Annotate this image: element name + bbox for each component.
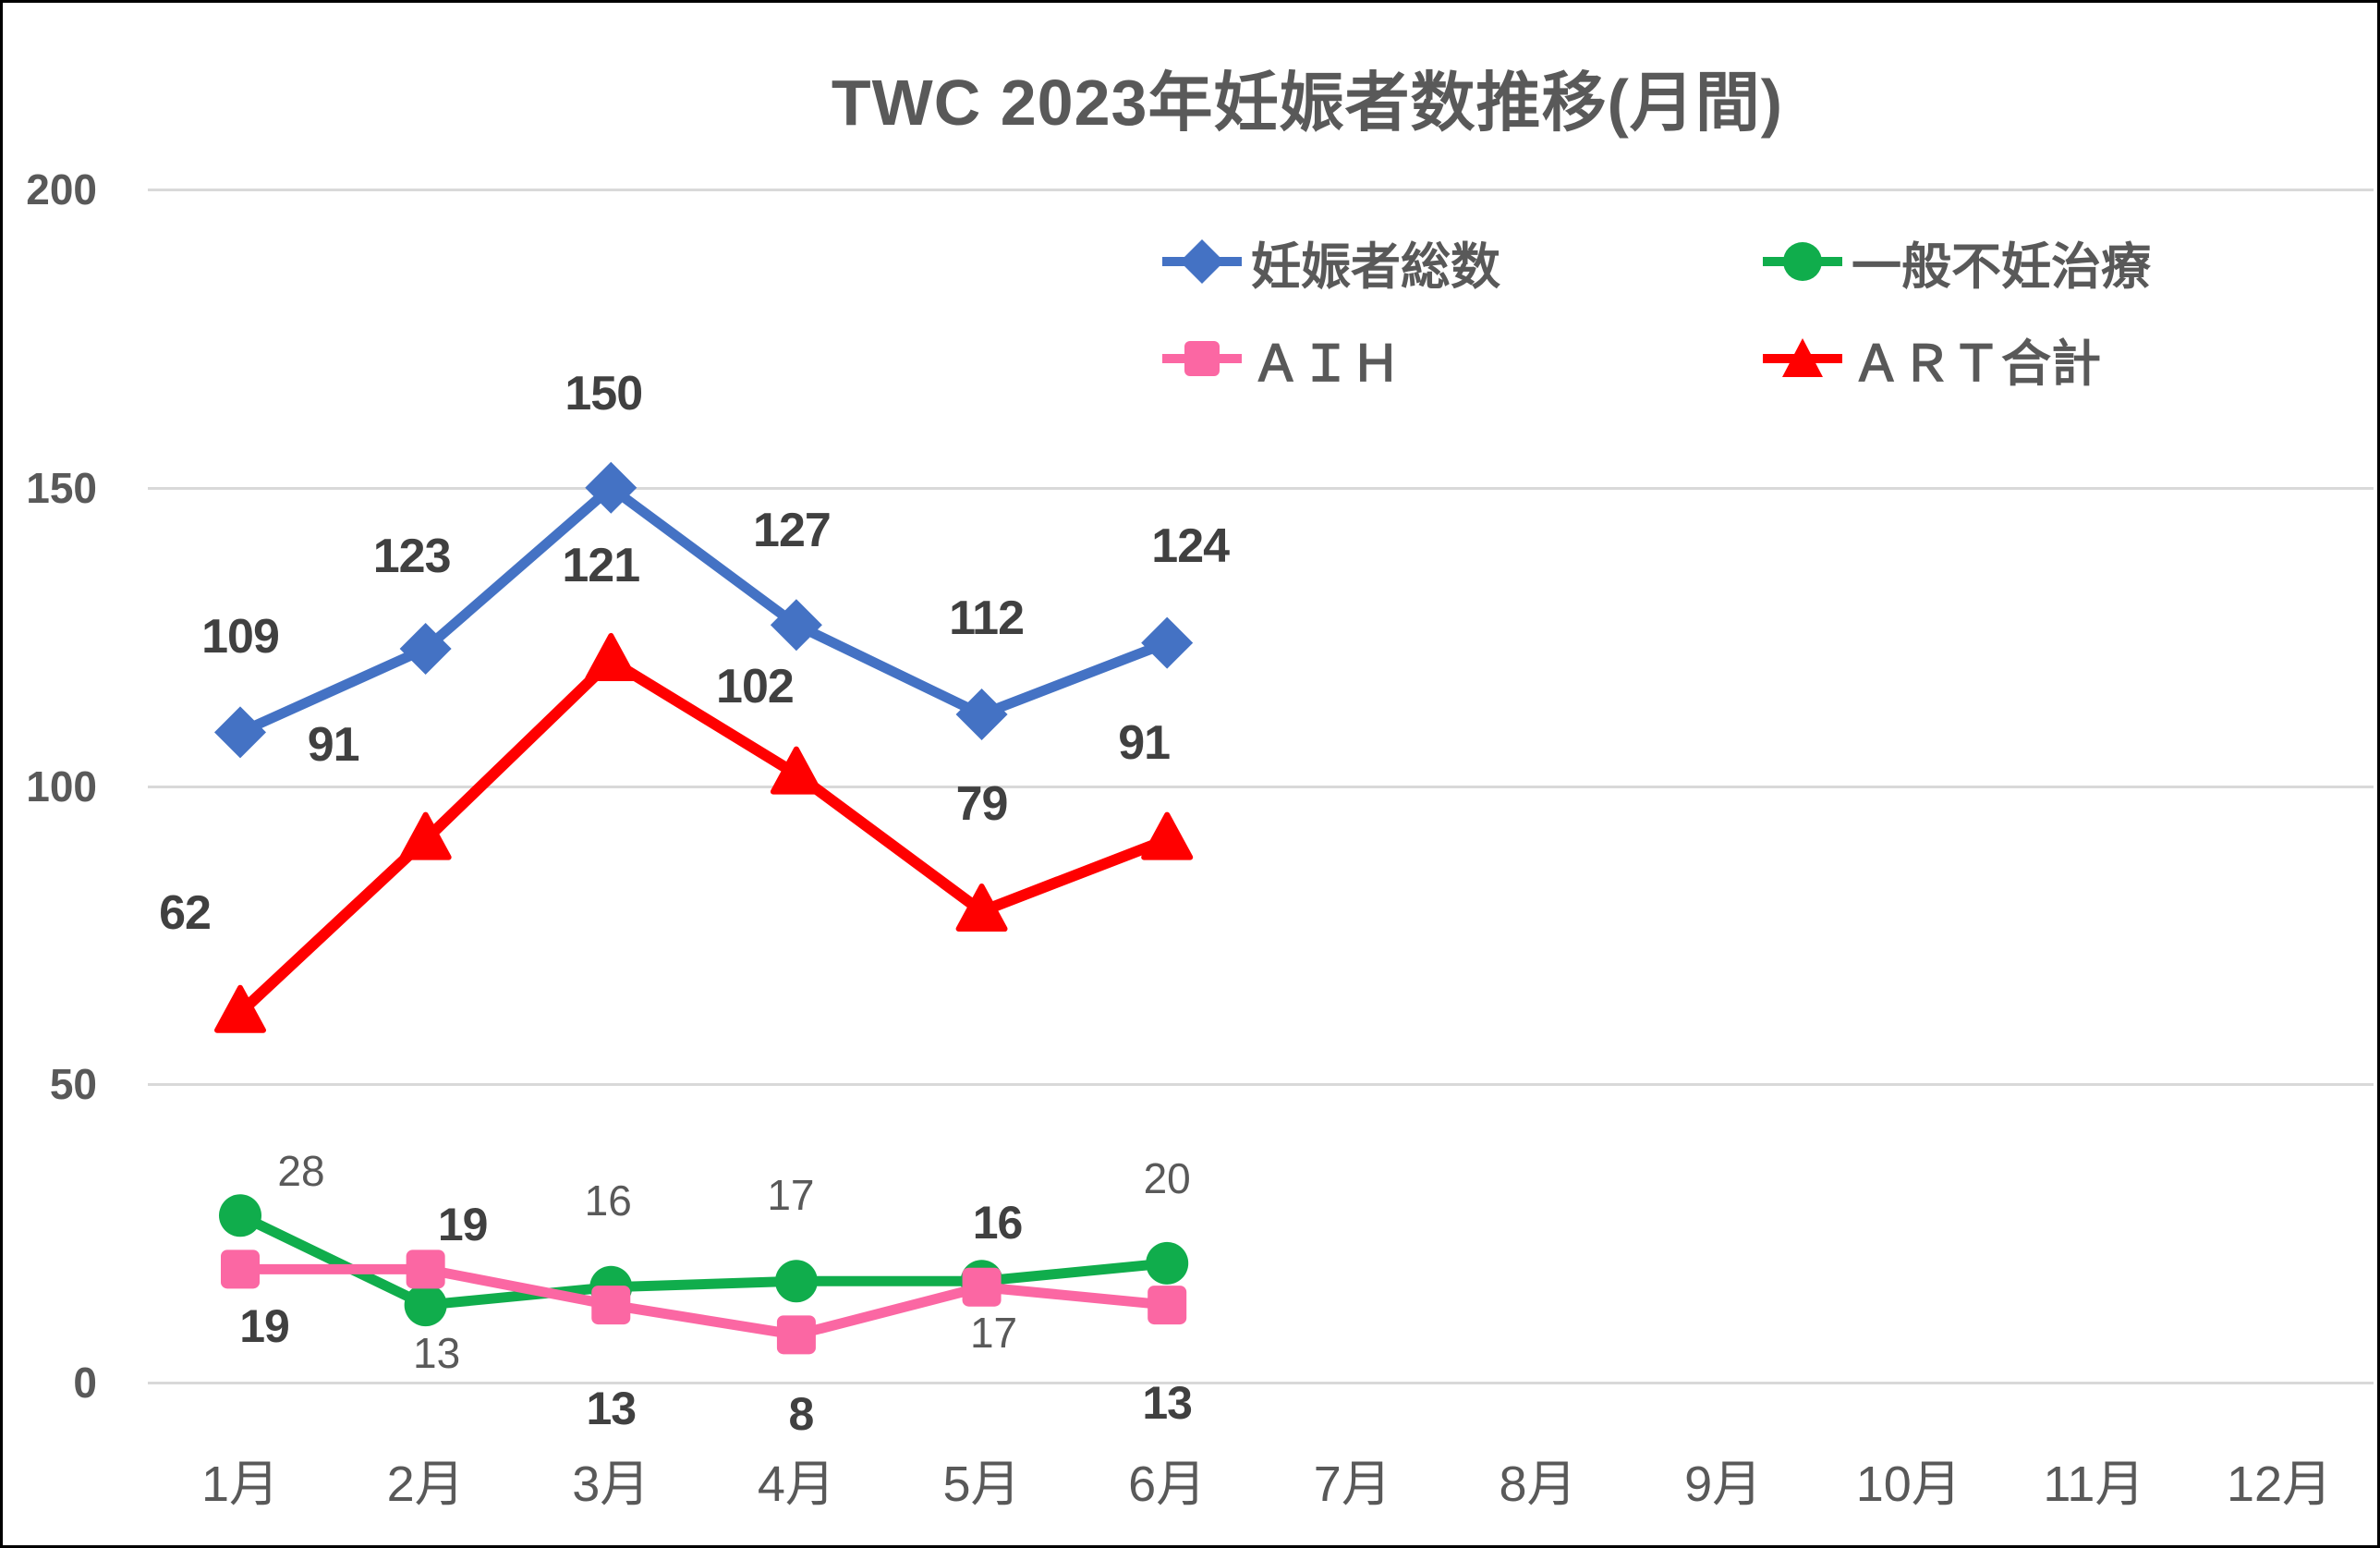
square-marker-icon xyxy=(776,1315,816,1355)
gridline xyxy=(148,1382,2374,1384)
y-tick-label: 50 xyxy=(49,1060,97,1109)
gridline xyxy=(148,486,2374,490)
series-line xyxy=(235,482,1172,737)
y-tick-label: 100 xyxy=(26,762,97,811)
data-point-label: 13 xyxy=(413,1329,461,1378)
data-point-label: 16 xyxy=(584,1176,632,1225)
triangle-marker-icon xyxy=(955,884,1008,932)
data-point-label: 13 xyxy=(1142,1377,1193,1430)
data-point-label: 91 xyxy=(307,717,360,772)
diamond-marker-icon xyxy=(214,706,266,759)
data-point-label: 19 xyxy=(437,1199,489,1251)
data-point-label: 8 xyxy=(788,1388,815,1441)
data-point-label: 123 xyxy=(372,530,452,584)
legend-marker-icon xyxy=(1162,239,1242,284)
x-tick-label: 6月 xyxy=(1128,1457,1207,1512)
legend-marker-icon xyxy=(1763,338,1842,377)
triangle-marker-icon xyxy=(214,984,266,1033)
series-line xyxy=(235,654,1173,1018)
y-tick-label: 150 xyxy=(26,463,97,512)
diamond-marker-icon xyxy=(955,689,1008,741)
square-marker-icon xyxy=(962,1267,1002,1307)
x-tick-label: 4月 xyxy=(757,1457,835,1512)
square-marker-icon xyxy=(1148,1286,1187,1325)
data-point-label: 121 xyxy=(562,538,640,592)
x-tick-label: 1月 xyxy=(200,1457,280,1512)
circle-marker-icon xyxy=(1146,1241,1189,1285)
plot-area xyxy=(214,461,1194,1355)
data-point-label: 150 xyxy=(565,366,643,421)
diamond-marker-icon xyxy=(399,623,452,676)
square-marker-icon xyxy=(406,1249,445,1289)
legend-item: ＡＩＨ xyxy=(1160,328,1401,392)
data-point-label: 17 xyxy=(969,1309,1018,1358)
square-marker-icon xyxy=(221,1249,260,1289)
legend-marker-icon xyxy=(1763,242,1842,281)
data-point-label: 91 xyxy=(1118,715,1171,770)
data-point-label: 127 xyxy=(753,504,832,558)
diamond-marker-icon xyxy=(770,599,822,652)
data-point-label: 109 xyxy=(201,610,280,664)
x-tick-label: 11月 xyxy=(2043,1457,2145,1512)
x-tick-label: 2月 xyxy=(386,1457,465,1512)
circle-marker-icon xyxy=(404,1284,447,1327)
data-point-label: 79 xyxy=(955,777,1009,832)
diamond-marker-icon xyxy=(1141,616,1194,669)
data-point-label: 112 xyxy=(949,591,1025,646)
triangle-marker-icon xyxy=(585,632,638,681)
y-tick-label: 200 xyxy=(26,165,97,213)
x-tick-label: 9月 xyxy=(1684,1457,1763,1512)
legend-item: ＡＲＴ合計 xyxy=(1761,328,2101,392)
legend-item: 妊娠者総数 xyxy=(1160,231,1500,295)
data-point-label: 124 xyxy=(1151,518,1230,573)
x-tick-label: 3月 xyxy=(572,1457,650,1512)
data-point-label: 17 xyxy=(767,1171,815,1220)
x-tick-label: 10月 xyxy=(1855,1457,1961,1512)
data-point-label: 19 xyxy=(239,1300,290,1353)
series-line xyxy=(235,1263,1172,1340)
gridline xyxy=(148,189,2374,191)
data-point-label: 16 xyxy=(972,1196,1024,1249)
square-marker-icon xyxy=(591,1286,631,1325)
x-tick-label: 8月 xyxy=(1499,1457,1577,1512)
series-line xyxy=(235,1210,1172,1310)
data-point-label: 20 xyxy=(1143,1153,1191,1202)
gridline xyxy=(148,785,2374,788)
chart-title: TWC 2023年妊娠者数推移(月間) xyxy=(831,67,1784,139)
x-tick-label: 7月 xyxy=(1313,1457,1391,1512)
triangle-marker-icon xyxy=(770,746,822,795)
data-point-label: 102 xyxy=(716,659,795,713)
data-point-label: 13 xyxy=(586,1383,637,1435)
circle-marker-icon xyxy=(774,1260,818,1303)
data-point-label: 62 xyxy=(159,885,212,940)
legend-label: ＡＩＨ xyxy=(1251,335,1401,392)
circle-marker-icon xyxy=(219,1194,261,1237)
legend-label: 妊娠者総数 xyxy=(1251,238,1500,295)
data-point-label: 28 xyxy=(277,1147,325,1196)
y-tick-label: 0 xyxy=(73,1359,97,1407)
legend-label: 一般不妊治療 xyxy=(1852,238,2151,295)
diamond-marker-icon xyxy=(585,461,638,514)
x-tick-label: 5月 xyxy=(942,1457,1021,1512)
x-tick-label: 12月 xyxy=(2226,1457,2333,1512)
triangle-marker-icon xyxy=(1141,811,1194,860)
legend-item: 一般不妊治療 xyxy=(1761,231,2151,295)
legend-label: ＡＲＴ合計 xyxy=(1852,335,2101,392)
gridline xyxy=(148,1083,2374,1087)
legend-marker-icon xyxy=(1162,341,1242,376)
triangle-marker-icon xyxy=(399,811,452,860)
